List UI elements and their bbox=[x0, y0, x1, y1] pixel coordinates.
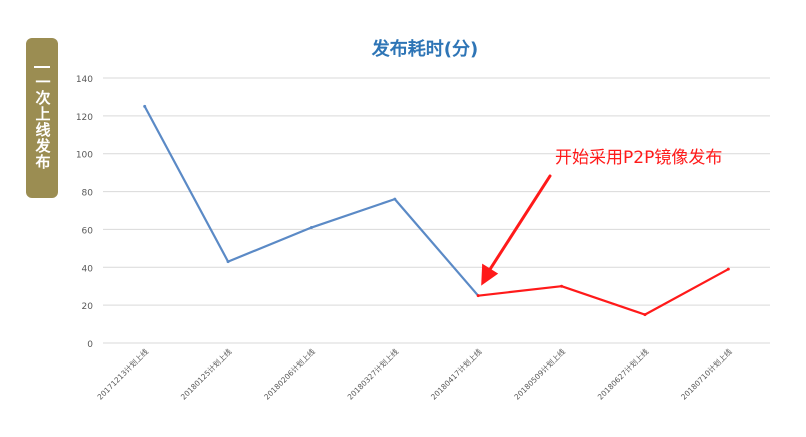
x-tick-label: 20180627计划上线 bbox=[595, 346, 651, 402]
y-tick-label: 20 bbox=[82, 302, 94, 312]
data-point bbox=[643, 313, 647, 317]
data-point bbox=[393, 197, 397, 201]
x-tick-label: 20180206计划上线 bbox=[262, 346, 318, 402]
x-tick-label: 20180125计划上线 bbox=[178, 346, 234, 402]
data-point bbox=[309, 226, 313, 230]
annotation-arrow-shaft bbox=[485, 174, 552, 276]
y-tick-label: 140 bbox=[76, 75, 93, 85]
y-tick-label: 40 bbox=[82, 264, 94, 274]
chart-title: 发布耗时(分) bbox=[371, 38, 478, 60]
data-point bbox=[476, 294, 480, 298]
side-badge-label: 一次上线发布 bbox=[33, 74, 52, 170]
x-tick-label: 20180417计划上线 bbox=[428, 346, 484, 402]
x-tick-label: 20180327计划上线 bbox=[345, 346, 401, 402]
data-point bbox=[560, 284, 564, 288]
x-tick-label: 20180509计划上线 bbox=[512, 346, 568, 402]
annotation-text: 开始采用P2P镜像发布 bbox=[555, 148, 722, 168]
side-badge: 一次上线发布 bbox=[26, 38, 58, 198]
data-point bbox=[726, 267, 730, 271]
data-point bbox=[226, 260, 230, 264]
series-line-after bbox=[478, 268, 729, 316]
y-tick-label: 120 bbox=[76, 113, 93, 123]
y-tick-label: 0 bbox=[87, 340, 93, 350]
x-tick-label: 20171213计划上线 bbox=[95, 346, 151, 402]
y-tick-label: 80 bbox=[82, 189, 94, 199]
annotation-arrow-head bbox=[481, 263, 499, 286]
data-point bbox=[143, 104, 147, 108]
y-tick-label: 100 bbox=[76, 151, 93, 161]
side-badge-dash bbox=[34, 66, 50, 68]
x-tick-label: 20180710计划上线 bbox=[678, 346, 734, 402]
y-tick-label: 60 bbox=[82, 226, 94, 236]
